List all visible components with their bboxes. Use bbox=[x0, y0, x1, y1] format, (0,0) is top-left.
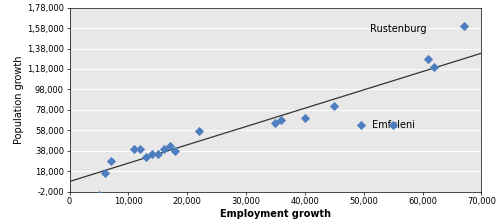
Point bbox=[101, 171, 109, 175]
Point bbox=[130, 147, 138, 150]
Point bbox=[166, 144, 173, 147]
Y-axis label: Population growth: Population growth bbox=[14, 55, 24, 144]
Point bbox=[430, 65, 438, 69]
X-axis label: Employment growth: Employment growth bbox=[220, 209, 331, 219]
Point bbox=[389, 123, 397, 127]
Point bbox=[160, 147, 168, 150]
Point bbox=[136, 147, 144, 150]
Point bbox=[301, 116, 309, 120]
Point bbox=[272, 121, 280, 125]
Point bbox=[460, 24, 468, 28]
Point bbox=[154, 152, 162, 155]
Text: Emfuleni: Emfuleni bbox=[372, 120, 416, 130]
Point bbox=[95, 193, 103, 196]
Point bbox=[424, 57, 432, 60]
Point bbox=[278, 118, 285, 122]
Point bbox=[142, 155, 150, 159]
Point bbox=[148, 152, 156, 155]
Point bbox=[356, 123, 364, 127]
Point bbox=[172, 149, 179, 153]
Point bbox=[330, 104, 338, 107]
Point bbox=[106, 159, 114, 163]
Text: Rustenburg: Rustenburg bbox=[370, 24, 426, 34]
Point bbox=[195, 130, 203, 133]
